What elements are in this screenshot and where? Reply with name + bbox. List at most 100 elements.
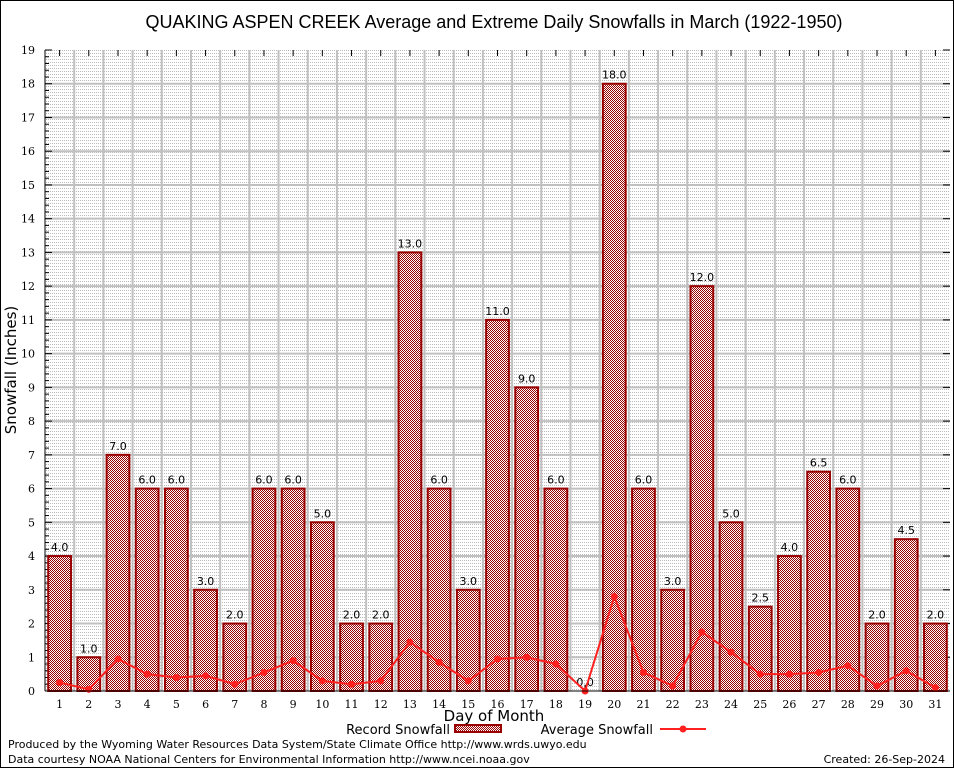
x-tick-label: 18 <box>549 698 563 711</box>
x-tick-label: 15 <box>461 698 475 711</box>
y-tick-label: 5 <box>28 516 35 529</box>
x-tick-label: 24 <box>724 698 738 711</box>
average-point <box>143 670 151 678</box>
y-axis-title: Snowfall (Inches) <box>2 306 20 434</box>
average-point <box>464 677 472 685</box>
bar-value-label: 6.0 <box>635 474 653 487</box>
footer-data-source: Data courtesy NOAA National Centers for … <box>8 753 530 766</box>
x-tick-label: 8 <box>260 698 267 711</box>
bar-value-label: 5.0 <box>314 507 332 520</box>
record-bar <box>835 487 861 692</box>
y-tick-label: 0 <box>28 685 35 698</box>
x-axis-title: Day of Month <box>444 707 545 725</box>
average-point <box>494 655 501 663</box>
bar-value-label: 4.0 <box>781 541 799 554</box>
bar-value-label: 6.0 <box>168 474 186 487</box>
bar-value-label: 2.0 <box>868 609 886 622</box>
average-point <box>260 668 268 676</box>
x-tick-label: 30 <box>899 698 913 711</box>
y-tick-label: 4 <box>28 550 35 563</box>
y-tick-label: 10 <box>21 348 35 361</box>
average-point <box>931 684 939 692</box>
average-point <box>318 677 326 685</box>
x-tick-label: 21 <box>636 698 650 711</box>
bar-value-label: 9.0 <box>518 372 536 385</box>
record-bar <box>806 470 832 693</box>
bar-value-label: 6.0 <box>839 474 857 487</box>
bar-value-label: 2.0 <box>372 609 390 622</box>
average-point <box>406 638 414 646</box>
bar-value-label: 2.0 <box>343 609 361 622</box>
x-tick-label: 6 <box>202 698 209 711</box>
record-bar <box>251 487 277 692</box>
y-tick-label: 19 <box>21 44 35 57</box>
average-point <box>698 628 706 636</box>
bar-value-label: 6.0 <box>138 474 156 487</box>
x-tick-label: 20 <box>607 698 621 711</box>
record-bar <box>397 251 423 692</box>
bar-value-label: 6.0 <box>547 474 565 487</box>
average-point <box>231 680 239 688</box>
average-point <box>552 660 560 668</box>
x-tick-label: 25 <box>753 698 767 711</box>
x-tick-label: 22 <box>666 698 680 711</box>
legend-average-label: Average Snowfall <box>541 723 653 738</box>
x-tick-label: 5 <box>173 698 180 711</box>
y-tick-label: 13 <box>21 246 35 259</box>
x-tick-label: 23 <box>695 698 709 711</box>
bar-value-label: 4.5 <box>897 524 915 537</box>
y-tick-label: 14 <box>21 213 35 226</box>
x-tick-label: 19 <box>578 698 592 711</box>
y-tick-label: 8 <box>28 415 35 428</box>
average-point <box>727 648 735 656</box>
bar-value-label: 1.0 <box>80 642 98 655</box>
y-tick-label: 3 <box>28 584 35 597</box>
x-tick-label: 31 <box>928 698 942 711</box>
average-point <box>289 657 297 665</box>
y-tick-label: 2 <box>28 618 35 631</box>
x-tick-label: 1 <box>56 698 63 711</box>
record-bar <box>747 605 773 692</box>
average-line <box>56 593 939 695</box>
bar-value-label: 11.0 <box>485 305 510 318</box>
record-bar <box>134 487 160 692</box>
x-tick-label: 29 <box>870 698 884 711</box>
average-point <box>785 670 793 678</box>
record-bar <box>923 622 948 692</box>
bar-value-label: 13.0 <box>398 237 423 250</box>
x-tick-label: 27 <box>812 698 826 711</box>
average-point <box>56 679 64 687</box>
average-point <box>523 653 531 661</box>
y-tick-label: 9 <box>28 381 35 394</box>
bar-value-label: 4.0 <box>51 541 69 554</box>
bar-value-label: 5.0 <box>722 507 740 520</box>
x-tick-label: 11 <box>345 698 359 711</box>
legend-average-marker <box>679 725 687 733</box>
bar-value-label: 2.5 <box>751 592 769 605</box>
average-point <box>377 677 385 685</box>
x-tick-label: 13 <box>403 698 417 711</box>
bar-value-label: 0.0 <box>576 676 594 689</box>
average-point <box>435 658 443 666</box>
bar-value-label: 6.0 <box>284 474 302 487</box>
average-point <box>873 682 881 690</box>
bar-value-label: 2.0 <box>927 609 945 622</box>
x-tick-label: 17 <box>520 698 534 711</box>
bar-value-label: 18.0 <box>602 69 627 82</box>
y-tick-label: 11 <box>21 314 35 327</box>
average-point <box>669 682 677 690</box>
legend-record-swatch <box>454 724 502 733</box>
bar-value-label: 7.0 <box>109 440 127 453</box>
x-tick-label: 7 <box>231 698 238 711</box>
average-point <box>202 672 210 680</box>
bar-value-label: 3.0 <box>664 575 682 588</box>
record-bar <box>309 521 335 692</box>
x-tick-label: 26 <box>782 698 796 711</box>
average-point <box>348 680 356 688</box>
x-tick-label: 14 <box>432 698 446 711</box>
average-point <box>610 593 618 601</box>
footer-created: Created: 26-Sep-2024 <box>824 753 945 766</box>
y-tick-label: 1 <box>28 651 35 664</box>
